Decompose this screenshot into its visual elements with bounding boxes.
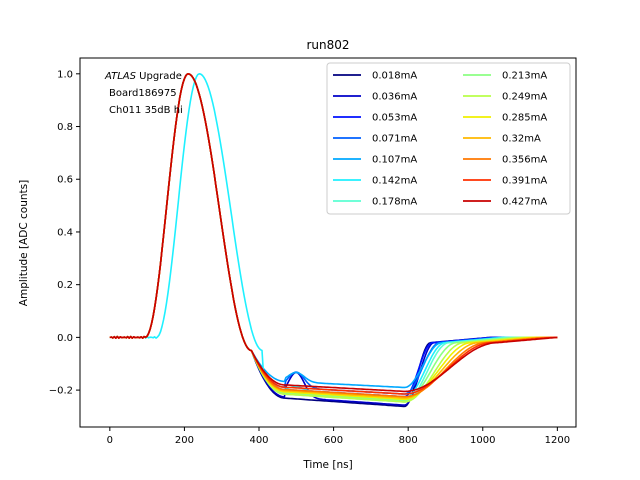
plot-frame (79, 57, 577, 428)
annotation-line-2: Board186975 (109, 88, 177, 99)
legend-label: 0.053mA (372, 113, 417, 124)
x-tick-label: 0 (107, 435, 113, 446)
x-tick-label: 1000 (470, 435, 495, 446)
annotation-line-1: ATLAS Upgrade (104, 71, 182, 82)
annotation-upgrade: Upgrade (136, 71, 182, 82)
series-line-0.427mA (109, 73, 558, 393)
legend-label: 0.249mA (502, 92, 547, 103)
y-tick-label: 0.4 (57, 227, 73, 238)
x-tick-label: 200 (175, 435, 194, 446)
legend: 0.018mA 0.036mA 0.053mA 0.071mA 0.107mA 0.142… (326, 62, 571, 215)
legend-label: 0.32mA (502, 134, 541, 145)
legend-label: 0.107mA (372, 155, 417, 166)
y-tick-label: −0.2 (49, 386, 73, 397)
y-tick-label: 0.6 (57, 175, 73, 186)
x-tick-label: 1200 (545, 435, 570, 446)
y-tick-label: 0.0 (57, 333, 73, 344)
legend-frame (326, 62, 571, 215)
annotation-atlas: ATLAS (104, 71, 137, 82)
legend-label: 0.391mA (502, 176, 547, 187)
legend-label: 0.356mA (502, 155, 547, 166)
chart-title: run802 (306, 38, 349, 52)
atlas-annotation: ATLAS Upgrade Board186975 Ch011 35dB hi (104, 71, 183, 116)
legend-label: 0.036mA (372, 92, 417, 103)
y-tick-label: 0.2 (57, 280, 73, 291)
legend-label: 0.018mA (372, 71, 417, 82)
y-axis-label: Amplitude [ADC counts] (18, 180, 30, 306)
legend-label: 0.427mA (502, 197, 547, 208)
legend-label: 0.071mA (372, 134, 417, 145)
annotation-line-3: Ch011 35dB hi (109, 105, 183, 116)
x-tick-label: 800 (399, 435, 418, 446)
legend-label: 0.142mA (372, 176, 417, 187)
x-tick-label: 600 (324, 435, 343, 446)
x-axis-label: Time [ns] (302, 459, 352, 471)
y-axis: −0.2 0.0 0.2 0.4 0.6 0.8 1.0 (49, 69, 80, 397)
y-tick-label: 0.8 (57, 122, 73, 133)
legend-label: 0.285mA (502, 113, 547, 124)
legend-label: 0.213mA (502, 71, 547, 82)
y-tick-label: 1.0 (57, 69, 73, 80)
legend-label: 0.178mA (372, 197, 417, 208)
x-tick-label: 400 (249, 435, 268, 446)
x-axis: 0 200 400 600 800 1000 1200 (107, 427, 570, 446)
plot-lines (109, 73, 558, 408)
